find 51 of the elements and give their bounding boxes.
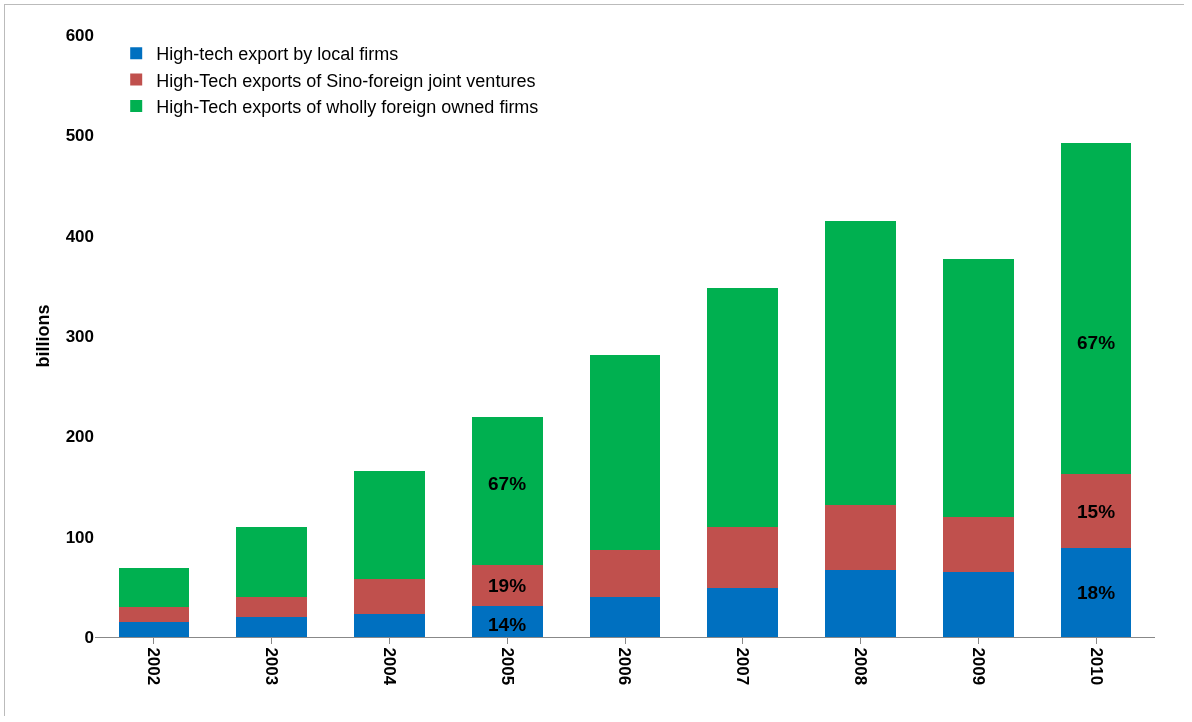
y-tick-label: 100 <box>65 527 94 547</box>
bar <box>943 571 1014 637</box>
bar <box>825 569 896 637</box>
bar <box>707 587 779 637</box>
x-tick-label: 2009 <box>968 647 988 686</box>
bar <box>589 549 661 597</box>
annotation: 18% <box>1077 582 1116 603</box>
annotation: 15% <box>1077 501 1116 522</box>
bar <box>943 516 1014 572</box>
y-tick-label: 600 <box>65 25 94 45</box>
x-tick-label: 2010 <box>1086 647 1106 686</box>
x-tick-label: 2007 <box>733 647 753 686</box>
x-tick-label: 2006 <box>615 647 635 686</box>
bar <box>707 526 779 588</box>
bar <box>354 471 425 579</box>
annotation: 67% <box>1077 332 1116 353</box>
bar <box>236 526 307 597</box>
y-tick-label: 300 <box>65 326 94 346</box>
y-tick-label: 500 <box>65 126 94 146</box>
x-tick-label: 2003 <box>262 647 282 686</box>
y-tick-label: 400 <box>65 226 94 246</box>
bar <box>236 616 307 637</box>
bar <box>236 596 307 617</box>
bar <box>589 355 661 550</box>
annotation: 19% <box>488 575 527 596</box>
x-tick-label: 2004 <box>379 647 399 686</box>
bar <box>118 621 190 637</box>
bar <box>707 287 779 527</box>
bar <box>1060 143 1132 475</box>
bar <box>943 258 1014 517</box>
y-axis-title: billions <box>33 304 53 368</box>
bar <box>825 504 896 570</box>
annotation: 67% <box>488 473 527 494</box>
x-tick-label: 2002 <box>144 647 164 686</box>
x-tick-label: 2005 <box>497 647 517 686</box>
x-tick-label: 2008 <box>851 647 871 686</box>
bar <box>1060 547 1132 637</box>
annotation: 14% <box>488 614 527 635</box>
bar <box>471 417 543 565</box>
bar <box>825 220 896 505</box>
legend-label: High-tech export by local firms <box>156 44 399 65</box>
bar <box>118 567 190 607</box>
bar <box>354 578 425 614</box>
y-tick-label: 200 <box>65 427 94 447</box>
legend-label: High-Tech exports of Sino-foreign joint ventures <box>156 70 536 91</box>
bar <box>589 596 661 637</box>
bar <box>1060 474 1132 548</box>
bar <box>354 613 425 637</box>
legend-label: High-Tech exports of wholly foreign owned firms <box>156 97 539 118</box>
bar <box>118 606 190 622</box>
y-tick-label: 0 <box>84 627 94 647</box>
